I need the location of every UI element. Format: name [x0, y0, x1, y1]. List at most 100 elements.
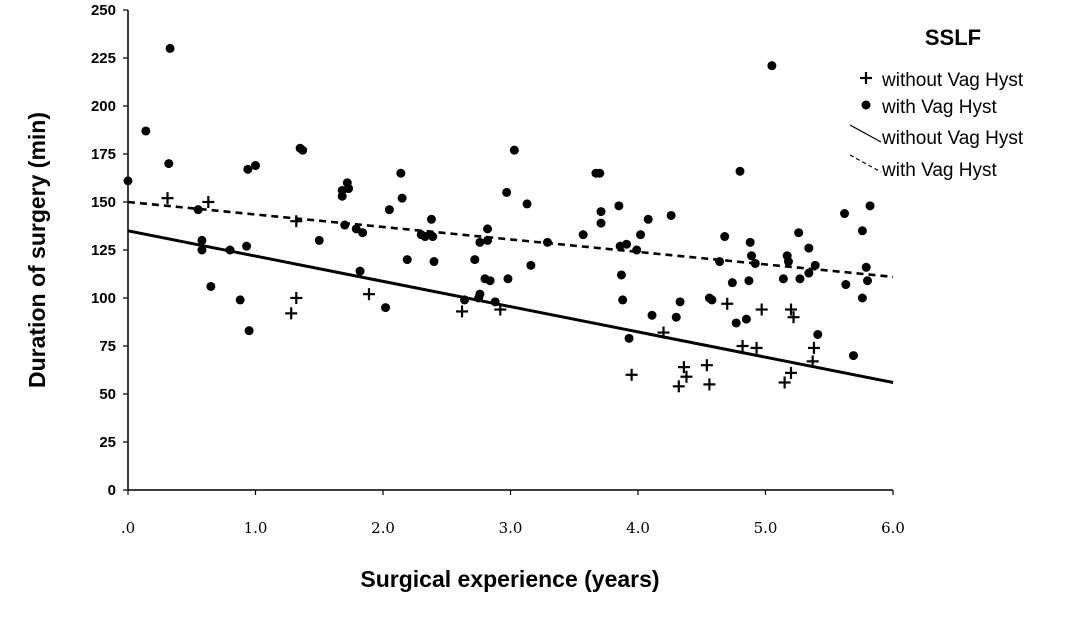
point-dot-with-vag-hyst [865, 201, 875, 211]
point-dot-with-vag-hyst [396, 168, 406, 178]
point-dot-with-vag-hyst [526, 260, 536, 270]
point-plus-without-vag-hyst [785, 303, 797, 316]
legend-entry-without-vag-hyst-marker: without Vag Hyst [860, 70, 1024, 91]
point-dot-with-vag-hyst [298, 145, 308, 155]
point-dot-with-vag-hyst [741, 314, 751, 324]
point-plus-without-vag-hyst [456, 305, 469, 318]
point-dot-with-vag-hyst [735, 166, 745, 176]
point-plus-without-vag-hyst [785, 366, 797, 379]
point-dot-with-vag-hyst [483, 235, 493, 245]
point-dot-with-vag-hyst [542, 237, 552, 247]
point-dot-with-vag-hyst [235, 295, 245, 305]
x-tick-label: .0 [121, 519, 135, 537]
point-dot-with-vag-hyst [193, 205, 203, 215]
point-dot-with-vag-hyst [783, 257, 793, 267]
point-dot-with-vag-hyst [460, 295, 470, 305]
fit-line-dashed [127, 200, 894, 279]
point-plus-without-vag-hyst [285, 307, 298, 320]
point-dot-with-vag-hyst [632, 245, 642, 255]
point-plus-without-vag-hyst [736, 340, 749, 352]
point-plus-without-vag-hyst [807, 341, 820, 354]
point-dot-with-vag-hyst [502, 187, 512, 197]
point-plus-without-vag-hyst [677, 361, 690, 374]
point-dot-with-vag-hyst [402, 255, 412, 265]
point-dot-with-vag-hyst [483, 224, 493, 234]
legend-label-with-vag-hyst-marker: with Vag Hyst [881, 97, 997, 118]
point-dot-with-vag-hyst [616, 270, 626, 280]
point-dot-with-vag-hyst [643, 214, 653, 224]
point-dot-with-vag-hyst [485, 276, 495, 286]
point-plus-without-vag-hyst [625, 368, 638, 381]
point-dot-with-vag-hyst [381, 303, 391, 313]
point-dot-with-vag-hyst [522, 199, 532, 209]
point-dot-with-vag-hyst [750, 258, 760, 268]
point-dot-with-vag-hyst [578, 230, 588, 240]
point-dot-with-vag-hyst [720, 232, 730, 242]
point-dot-with-vag-hyst [614, 201, 624, 211]
x-tick-label: 3.0 [499, 519, 523, 537]
point-dot-with-vag-hyst [164, 159, 174, 169]
point-dot-with-vag-hyst [243, 164, 253, 174]
y-tick-label: 175 [91, 146, 116, 163]
point-dot-with-vag-hyst [804, 243, 814, 253]
point-dot-with-vag-hyst [596, 207, 606, 217]
point-dot-with-vag-hyst [426, 214, 436, 224]
point-dot-with-vag-hyst [841, 280, 851, 290]
point-dot-with-vag-hyst [715, 257, 725, 267]
legend-label-without-vag-hyst-marker: without Vag Hyst [881, 70, 1024, 91]
point-dot-with-vag-hyst [596, 218, 606, 228]
y-tick-label: 25 [99, 434, 116, 451]
point-dot-with-vag-hyst [795, 274, 805, 284]
x-axis-title: Surgical experience (years) [360, 566, 659, 592]
point-dot-with-vag-hyst [123, 176, 133, 186]
legend-label-without-vag-hyst-line: without Vag Hyst [881, 128, 1024, 149]
x-tick-label: 6.0 [881, 519, 905, 537]
legend-entry-with-vag-hyst-marker: with Vag Hyst [861, 97, 997, 118]
legend-entry-without-vag-hyst-line: without Vag Hyst [849, 124, 1024, 149]
point-plus-without-vag-hyst [202, 196, 215, 208]
legend-dashed-line [849, 154, 882, 173]
x-tick-label: 2.0 [371, 519, 395, 537]
point-dot-with-vag-hyst [671, 312, 681, 322]
point-dot-with-vag-hyst [358, 228, 368, 238]
point-plus-without-vag-hyst [290, 292, 303, 304]
point-dot-with-vag-hyst [384, 205, 394, 215]
point-plus-without-vag-hyst [787, 311, 800, 324]
y-tick-label: 0 [108, 482, 116, 499]
point-dot-with-vag-hyst [242, 241, 252, 251]
y-ticks: 0 25 50 75 100 125 150 175 200 225 250 [91, 2, 128, 499]
point-dot-with-vag-hyst [595, 168, 605, 178]
point-dot-with-vag-hyst [509, 145, 519, 155]
y-tick-label: 50 [99, 386, 116, 403]
point-dot-with-vag-hyst [503, 274, 513, 284]
point-dot-with-vag-hyst [675, 297, 685, 307]
point-dot-with-vag-hyst [727, 278, 737, 288]
point-dot-with-vag-hyst [165, 43, 175, 53]
legend-label-with-vag-hyst-line: with Vag Hyst [881, 160, 997, 181]
point-dot-with-vag-hyst [861, 262, 871, 272]
point-plus-without-vag-hyst [290, 215, 303, 228]
point-dot-with-vag-hyst [618, 295, 628, 305]
point-dot-with-vag-hyst [197, 235, 207, 245]
point-dot-with-vag-hyst [746, 251, 756, 261]
point-dot-with-vag-hyst [428, 232, 438, 242]
point-dot-with-vag-hyst [355, 266, 365, 276]
point-dot-with-vag-hyst [244, 326, 254, 336]
point-dot-with-vag-hyst [810, 260, 820, 270]
point-dot-with-vag-hyst [647, 310, 657, 320]
point-dot-with-vag-hyst [767, 61, 777, 71]
legend-title: SSLF [925, 25, 981, 50]
point-dot-with-vag-hyst [429, 257, 439, 267]
point-dot-with-vag-hyst [314, 235, 324, 245]
y-tick-label: 200 [91, 98, 116, 115]
point-dot-with-vag-hyst [744, 276, 754, 286]
point-dot-with-vag-hyst [490, 297, 500, 307]
point-dot-with-vag-hyst [804, 268, 814, 278]
fit-line-solid [127, 229, 894, 384]
legend-solid-line [849, 124, 882, 143]
point-plus-without-vag-hyst [700, 359, 713, 372]
point-dot-with-vag-hyst [636, 230, 646, 240]
point-plus-without-vag-hyst [680, 370, 693, 383]
y-axis-title: Duration of surgery (min) [24, 112, 50, 388]
point-dot-with-vag-hyst [470, 255, 480, 265]
